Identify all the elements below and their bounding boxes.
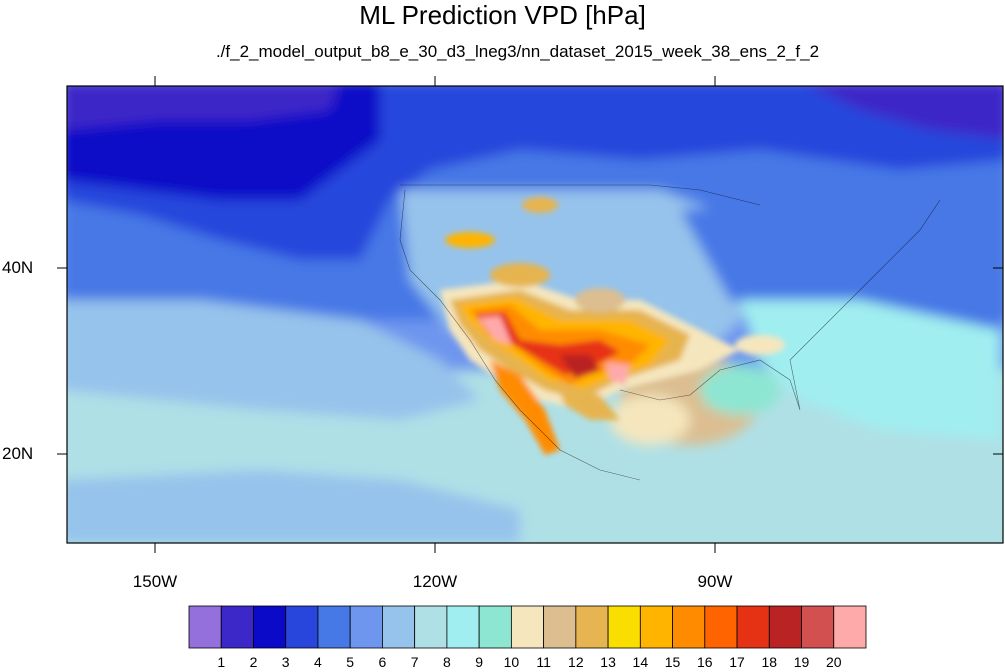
- colorbar-tick-label: 3: [281, 654, 290, 670]
- colorbar-tick-label: 12: [568, 654, 584, 670]
- colorbar-box: [510, 605, 545, 649]
- colorbar-tick-label: 14: [632, 654, 649, 670]
- chart-title: ML Prediction VPD [hPa]: [359, 0, 646, 30]
- colorbar-tick-label: 4: [314, 654, 322, 670]
- colorbar-box: [704, 605, 738, 649]
- colorbar-tick-label: 16: [697, 654, 713, 670]
- colorbar-box: [317, 605, 351, 649]
- lon-label-120w: 120W: [412, 572, 458, 591]
- colorbar-tick-label: 8: [442, 654, 451, 670]
- colorbar-box: [478, 605, 512, 649]
- colorbar-box: [575, 605, 609, 649]
- colorbar-box: [349, 605, 383, 649]
- colorbar-box: [382, 605, 416, 649]
- colorbar-tick-label: 19: [793, 654, 810, 670]
- colorbar-tick-label: 6: [378, 654, 387, 670]
- chart-subtitle: ./f_2_model_output_b8_e_30_d3_lneg3/nn_d…: [215, 42, 820, 61]
- colorbar-tick-label: 2: [249, 654, 258, 670]
- colorbar-box: [188, 605, 222, 649]
- colorbar: [188, 605, 867, 649]
- lon-label-150w: 150W: [132, 572, 178, 591]
- colorbar-tick-label: 18: [761, 654, 778, 670]
- colorbar-tick-label: 1: [217, 654, 226, 670]
- colorbar-box: [414, 605, 448, 649]
- colorbar-box: [543, 605, 577, 649]
- colorbar-tick-label: 7: [410, 654, 419, 670]
- colorbar-tick-label: 5: [346, 654, 355, 670]
- colorbar-tick-label: 20: [825, 654, 842, 670]
- lat-label-20n: 20N: [2, 444, 34, 463]
- lon-label-90w: 90W: [697, 572, 733, 591]
- colorbar-box: [607, 605, 641, 649]
- colorbar-tick-label: 15: [664, 654, 681, 670]
- colorbar-tick-label: 11: [536, 654, 551, 670]
- map-field: [67, 86, 1003, 543]
- colorbar-tick-label: 9: [475, 654, 484, 670]
- colorbar-box: [253, 605, 287, 649]
- lat-label-40n: 40N: [2, 258, 34, 277]
- colorbar-tick-label: 13: [600, 654, 616, 670]
- colorbar-box: [639, 605, 673, 649]
- colorbar-box: [768, 605, 802, 649]
- colorbar-tick-label: 17: [729, 654, 745, 670]
- colorbar-box: [801, 605, 835, 649]
- colorbar-box: [220, 605, 254, 649]
- colorbar-box: [285, 605, 319, 649]
- coastlines: [399, 184, 941, 481]
- colorbar-box: [672, 605, 706, 649]
- map-border: [66, 85, 1004, 544]
- colorbar-box: [833, 605, 867, 649]
- colorbar-box: [736, 605, 770, 649]
- colorbar-box: [446, 605, 480, 649]
- colorbar-tick-label: 10: [503, 654, 520, 670]
- axis-ticks: [57, 76, 1003, 553]
